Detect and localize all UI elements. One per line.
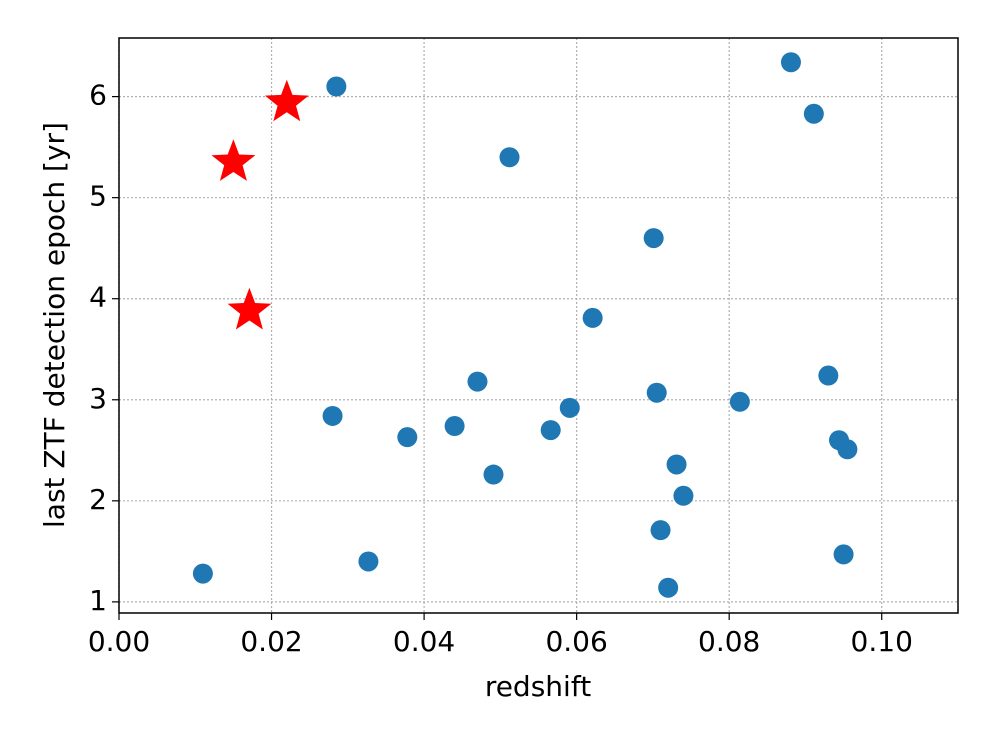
y-tick-label: 6 <box>89 79 107 112</box>
point <box>444 416 465 437</box>
point <box>559 397 580 418</box>
point <box>643 228 664 249</box>
x-axis-label: redshift <box>485 670 591 703</box>
point <box>666 454 687 475</box>
x-tick-label: 0.04 <box>393 625 455 658</box>
x-tick-label: 0.10 <box>851 625 913 658</box>
point <box>818 365 839 386</box>
point <box>358 551 379 572</box>
y-tick-label: 5 <box>89 180 107 213</box>
star-point <box>227 287 272 330</box>
x-tick-label: 0.06 <box>545 625 607 658</box>
point <box>322 405 343 426</box>
point <box>658 577 679 598</box>
x-tick-label: 0.02 <box>240 625 302 658</box>
point <box>467 371 488 392</box>
x-tick-label: 0.00 <box>88 625 150 658</box>
plot-frame <box>118 37 959 614</box>
y-tick-label: 3 <box>89 382 107 415</box>
point <box>673 485 694 506</box>
y-tick-label: 1 <box>89 584 107 617</box>
star-point <box>211 139 256 181</box>
point <box>646 382 667 403</box>
point <box>397 427 418 448</box>
point <box>582 307 603 328</box>
point <box>540 420 561 441</box>
point <box>499 147 520 168</box>
x-tick-label: 0.08 <box>698 625 760 658</box>
point <box>837 439 858 460</box>
point <box>326 76 347 97</box>
point <box>780 52 801 73</box>
point <box>729 391 750 412</box>
star-point <box>264 79 309 122</box>
point <box>483 464 504 485</box>
point <box>833 544 854 565</box>
y-tick-label: 2 <box>89 483 107 516</box>
y-axis-label: last ZTF detection epoch [yr] <box>38 122 71 528</box>
y-tick-label: 4 <box>89 281 107 314</box>
point <box>650 520 671 541</box>
point <box>192 563 213 584</box>
point <box>803 103 824 124</box>
